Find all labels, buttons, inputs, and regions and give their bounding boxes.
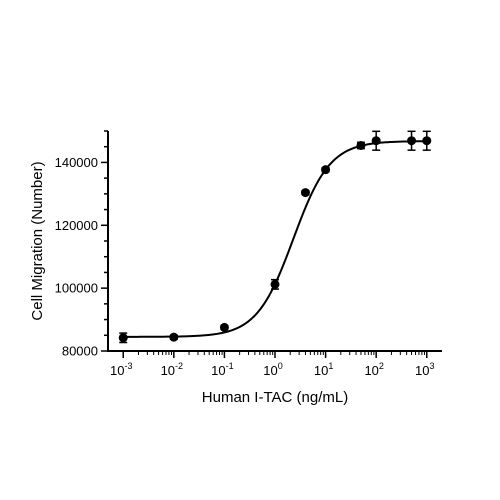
x-tick-label: 10-3 (110, 361, 132, 378)
data-point (371, 136, 381, 146)
data-point (321, 165, 331, 175)
fit-curve (123, 140, 427, 338)
data-point (422, 136, 432, 146)
y-tick-label: 80000 (62, 344, 98, 359)
y-tick-label: 100000 (55, 281, 98, 296)
x-tick-label: 103 (415, 361, 434, 378)
x-axis-title: Human I-TAC (ng/mL) (202, 389, 348, 406)
data-point (407, 136, 417, 146)
x-tick-label: 100 (263, 361, 282, 378)
fit-curve-group (123, 140, 427, 338)
data-point (118, 333, 128, 343)
data-point (356, 140, 366, 150)
data-point (270, 279, 280, 289)
data-point (169, 332, 179, 342)
x-tick-label: 102 (364, 361, 383, 378)
x-tick-label: 10-1 (211, 361, 233, 378)
y-tick-label: 120000 (55, 218, 98, 233)
data-point (219, 322, 229, 332)
y-tick-label: 140000 (55, 155, 98, 170)
x-tick-label: 101 (314, 361, 333, 378)
data-points-group (118, 130, 432, 344)
y-axis-title: Cell Migration (Number) (29, 161, 46, 320)
x-tick-label: 10-2 (161, 361, 183, 378)
axes: 80000 100000 120000 140000 10-3 10-2 10-1 100 10… (55, 130, 442, 378)
data-point (300, 188, 310, 198)
